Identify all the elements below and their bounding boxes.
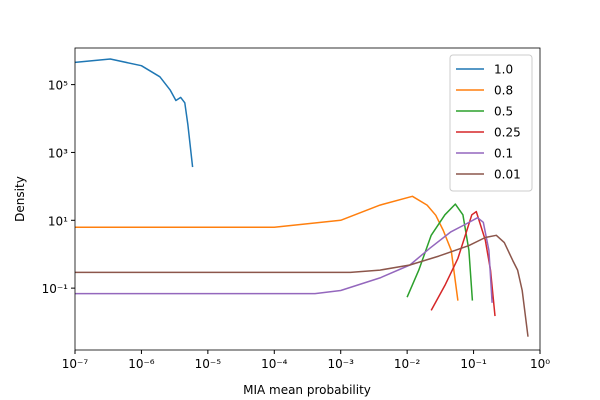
x-tick-label: 10⁻⁶ xyxy=(128,357,155,371)
line-series xyxy=(430,210,496,317)
line-series xyxy=(75,234,529,337)
x-tick-label: 10⁻⁵ xyxy=(195,357,222,371)
line-series xyxy=(75,216,493,303)
line-series xyxy=(74,58,194,168)
legend-label: 0.8 xyxy=(494,84,513,98)
y-tick-label: 10⁻¹ xyxy=(42,282,69,296)
legend-label: 0.5 xyxy=(494,105,513,119)
legend-box xyxy=(449,54,533,192)
legend-label: 0.1 xyxy=(494,147,513,161)
line-series xyxy=(75,195,459,301)
y-axis-label: Density xyxy=(13,176,27,222)
legend-label: 0.25 xyxy=(494,126,521,140)
line-series xyxy=(406,203,474,301)
plot-frame xyxy=(74,47,541,351)
y-tick-label: 10⁵ xyxy=(48,79,68,93)
x-tick-label: 10⁻² xyxy=(394,357,421,371)
legend-label: 0.01 xyxy=(494,168,521,182)
x-axis-label: MIA mean probability xyxy=(243,383,371,397)
x-tick-label: 10⁻⁴ xyxy=(261,357,288,371)
x-tick-label: 10⁻⁷ xyxy=(62,357,89,371)
x-tick-label: 10⁰ xyxy=(530,357,550,371)
x-tick-label: 10⁻³ xyxy=(328,357,355,371)
legend-label: 1.0 xyxy=(494,63,513,77)
x-tick-label: 10⁻¹ xyxy=(460,357,487,371)
y-tick-label: 10³ xyxy=(48,146,68,160)
y-tick-label: 10¹ xyxy=(48,214,68,228)
